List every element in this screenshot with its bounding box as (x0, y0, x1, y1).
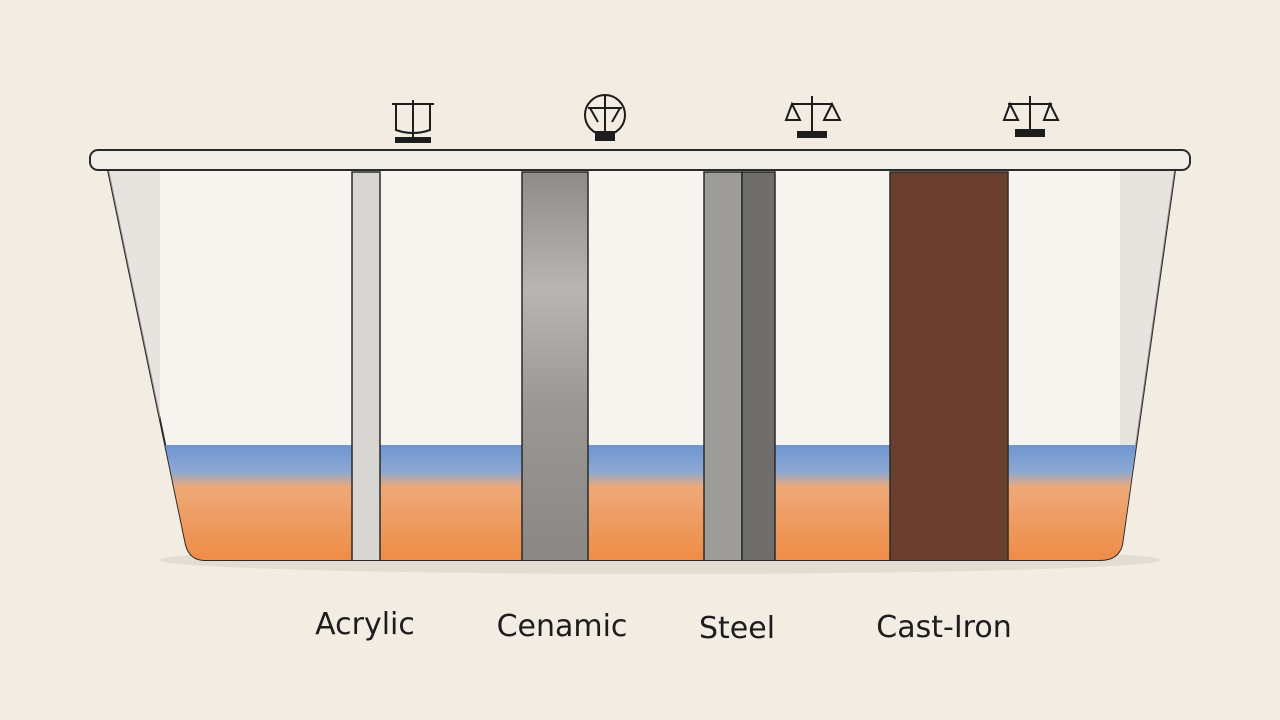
material-label: Acrylic (315, 607, 415, 642)
ceramic-strip (521, 171, 589, 560)
material-label: Cast-Iron (876, 610, 1011, 645)
tub-shading (108, 170, 160, 560)
scale-drawing (588, 96, 622, 132)
acrylic-strip (351, 171, 381, 560)
tub-rim (89, 149, 1191, 171)
scale-drawing (392, 100, 434, 138)
material-label: Steel (699, 611, 775, 646)
scale-base (1015, 129, 1045, 137)
scale-base (595, 131, 615, 141)
scale-icon (1002, 96, 1060, 137)
scale-drawing (784, 96, 842, 132)
cast-iron-strip (889, 171, 1009, 560)
scale-icon (584, 94, 626, 141)
scale-base (395, 137, 431, 143)
steel-strip (703, 171, 743, 560)
tub-shading (1120, 170, 1175, 560)
steel-strip (741, 171, 776, 560)
material-label: Cenamic (497, 609, 628, 644)
scale-drawing (1002, 96, 1060, 130)
water (108, 445, 1175, 560)
scale-base (797, 131, 827, 138)
scale-icon (392, 100, 434, 143)
scale-icon (784, 96, 842, 138)
